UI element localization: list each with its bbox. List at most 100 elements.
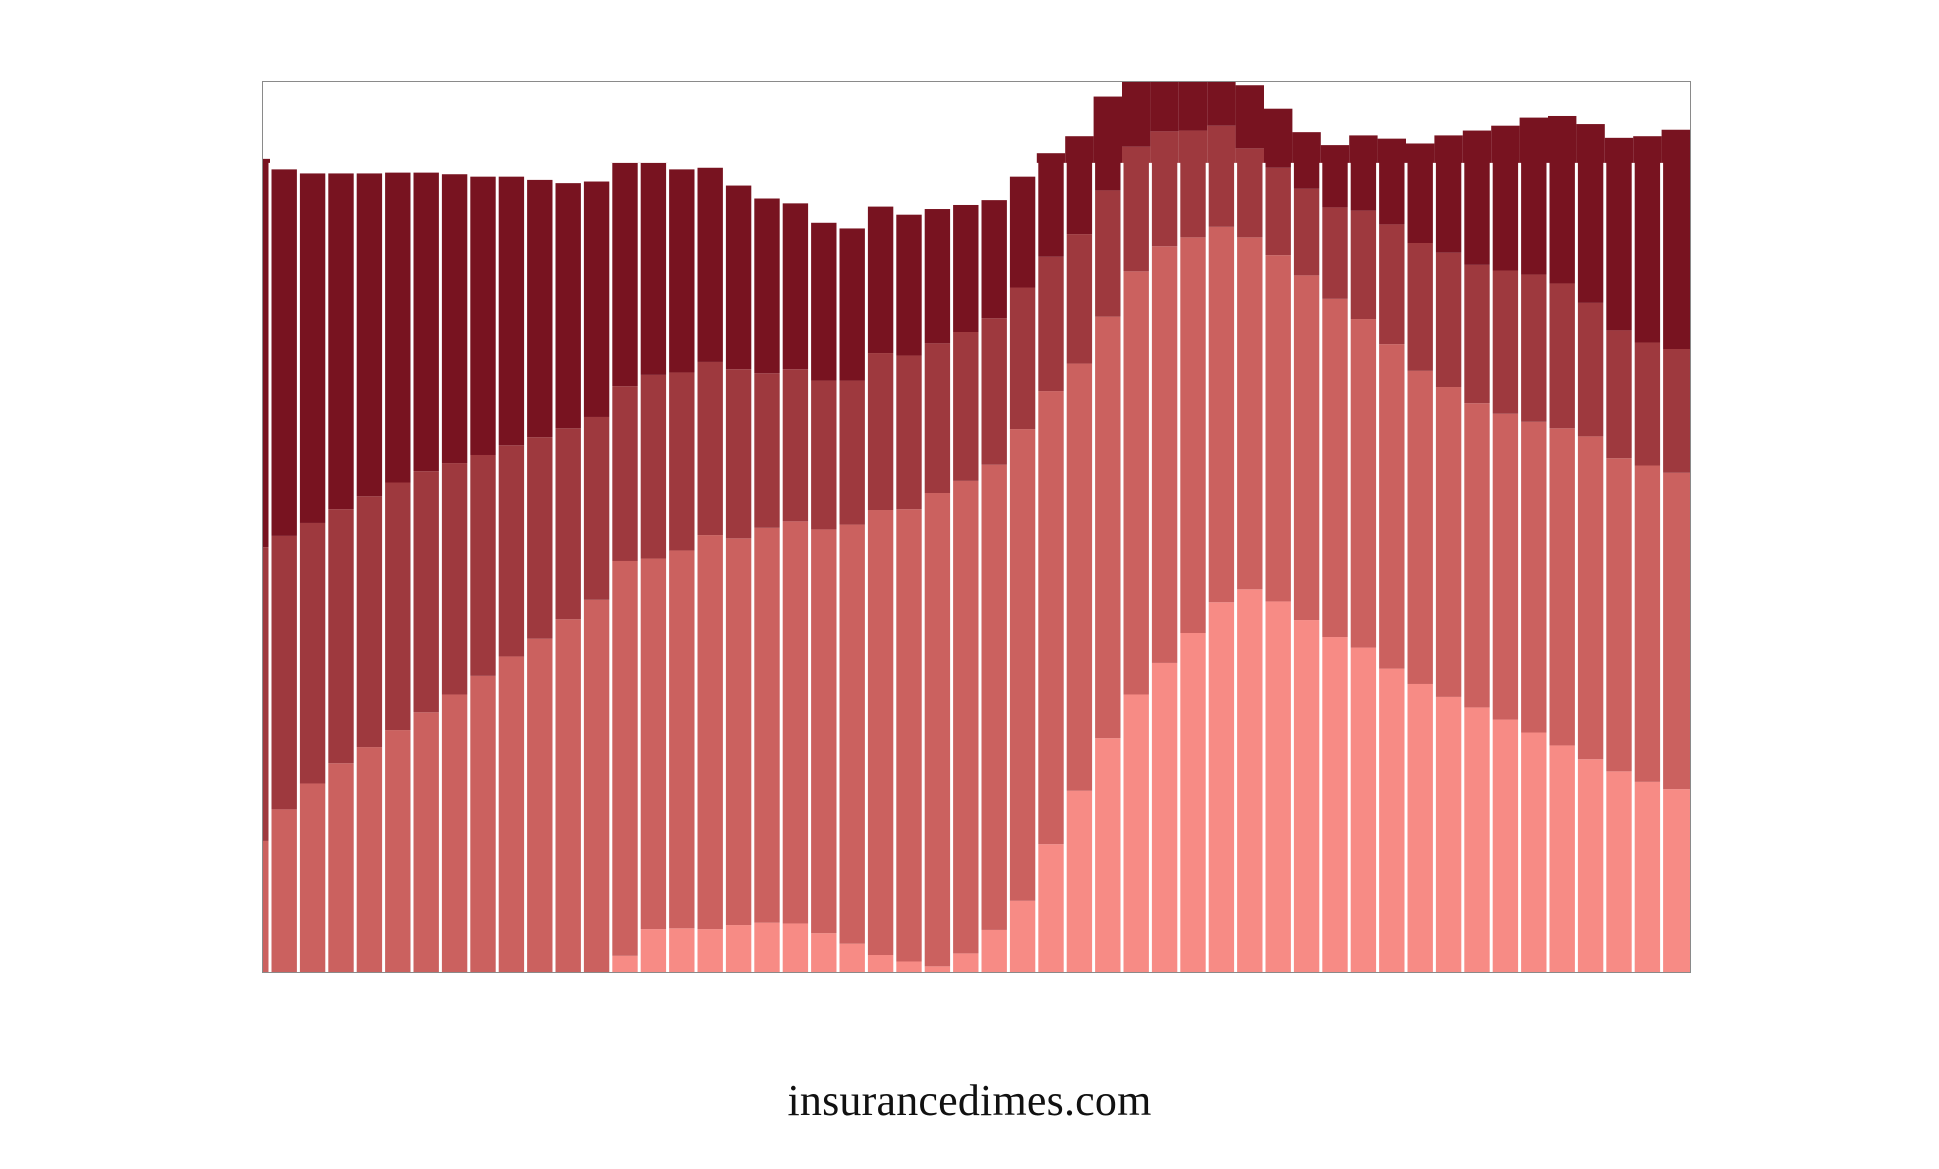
bar-17-segment-1 [696,929,725,972]
bar-18-segment-4 [724,185,753,370]
bar-41-segment-3 [1377,224,1406,345]
bar-30-segment-2 [1065,363,1094,791]
bar-1-segment-4 [263,158,270,548]
bar-12-segment-3 [554,428,583,620]
bar-40-segment-2 [1349,319,1378,648]
bar-3-segment-3 [298,522,327,784]
bar-19-segment-4 [752,198,782,374]
bar-50-segment-1 [1633,781,1662,972]
bar-5-segment-3 [355,496,384,748]
bar-33-segment-1 [1150,662,1179,972]
bar-48-segment-4 [1576,124,1605,303]
bar-35-segment-2 [1207,226,1236,603]
bar-22-segment-3 [838,380,867,525]
bar-2-segment-2 [270,809,299,972]
bar-26-segment-2 [951,480,980,954]
bar-38-segment-2 [1292,275,1321,621]
bar-43-segment-2 [1434,387,1463,697]
bar-10-segment-2 [497,656,526,972]
bar-43-segment-3 [1434,252,1463,388]
bar-8-segment-2 [440,694,469,972]
bar-41-segment-1 [1377,668,1406,972]
bar-35-segment-1 [1207,602,1236,972]
bar-21-segment-4 [809,222,838,381]
bar-46-segment-4 [1519,117,1548,275]
bar-23-segment-4 [866,206,895,354]
bar-44-segment-3 [1462,264,1492,404]
bar-25-segment-1 [923,966,952,972]
bar-16-segment-4 [667,169,696,373]
bar-4-segment-2 [326,763,356,972]
bar-45-segment-1 [1491,719,1520,972]
bar-1-segment-3 [263,547,270,841]
bar-21-segment-2 [809,529,838,934]
bar-10-segment-3 [497,445,526,657]
bar-51-segment-4 [1661,129,1690,349]
bar-47-segment-1 [1548,745,1577,972]
bar-15-segment-3 [639,374,668,559]
bar-14-segment-2 [610,560,640,956]
bar-26-segment-3 [951,332,980,481]
bar-51-segment-3 [1661,349,1690,473]
bar-44-segment-2 [1462,403,1492,708]
bar-17-segment-2 [696,535,725,930]
bar-2-segment-3 [270,535,299,810]
bar-5-segment-4 [355,173,384,497]
bar-34-segment-1 [1178,632,1208,972]
bar-45-segment-4 [1491,125,1520,271]
bar-36-segment-3 [1235,148,1264,238]
bar-36-segment-2 [1235,237,1264,590]
bar-13-segment-2 [582,599,611,972]
bar-20-segment-2 [781,521,810,924]
bar-25-segment-3 [923,343,952,494]
bar-9-segment-3 [468,454,498,676]
bar-39-segment-2 [1320,298,1350,638]
bar-29-segment-3 [1036,256,1066,392]
bar-37-segment-2 [1264,255,1293,602]
bar-8-segment-3 [440,463,469,695]
bar-21-segment-1 [809,933,838,972]
bar-35-segment-3 [1207,125,1236,227]
bar-48-segment-1 [1576,759,1605,972]
bar-50-segment-4 [1633,136,1662,343]
bar-26-segment-1 [951,953,980,972]
bar-16-segment-1 [667,928,696,972]
bar-43-segment-1 [1434,696,1463,972]
bar-30-segment-3 [1065,234,1094,364]
bar-37-segment-4 [1264,108,1293,168]
bar-14-segment-1 [610,955,640,972]
bar-6-segment-2 [383,730,412,972]
bar-15-segment-2 [639,558,668,930]
bar-43-segment-4 [1434,135,1463,253]
bar-41-segment-4 [1377,138,1406,225]
bar-49-segment-1 [1604,771,1634,972]
bar-19-segment-2 [752,527,782,923]
bar-47-segment-4 [1548,115,1577,284]
bar-32-segment-1 [1122,694,1151,972]
bar-23-segment-2 [866,510,895,956]
bar-31-segment-3 [1093,190,1122,317]
bar-6-segment-4 [383,172,412,483]
bar-38-segment-1 [1292,620,1321,972]
bar-9-segment-2 [468,675,498,972]
bar-13-segment-3 [582,416,611,600]
bar-7-segment-2 [412,712,441,972]
bar-36-segment-4 [1235,85,1264,149]
bar-38-segment-3 [1292,188,1321,276]
bar-40-segment-1 [1349,647,1378,972]
bar-22-segment-2 [838,524,867,944]
bar-9-segment-4 [468,176,498,455]
bar-12-segment-4 [554,183,583,429]
bar-17-segment-3 [696,361,725,536]
bar-42-segment-1 [1406,683,1435,972]
bar-11-segment-2 [525,638,554,972]
bar-28-segment-3 [1008,287,1037,430]
bar-38-segment-4 [1292,132,1321,189]
bar-34-segment-2 [1178,237,1208,633]
bar-30-segment-4 [1065,136,1094,235]
bar-42-segment-4 [1406,143,1435,244]
bar-8-segment-4 [440,174,469,464]
bar-37-segment-1 [1264,601,1293,972]
bar-11-segment-3 [525,437,554,639]
bar-23-segment-3 [866,353,895,511]
